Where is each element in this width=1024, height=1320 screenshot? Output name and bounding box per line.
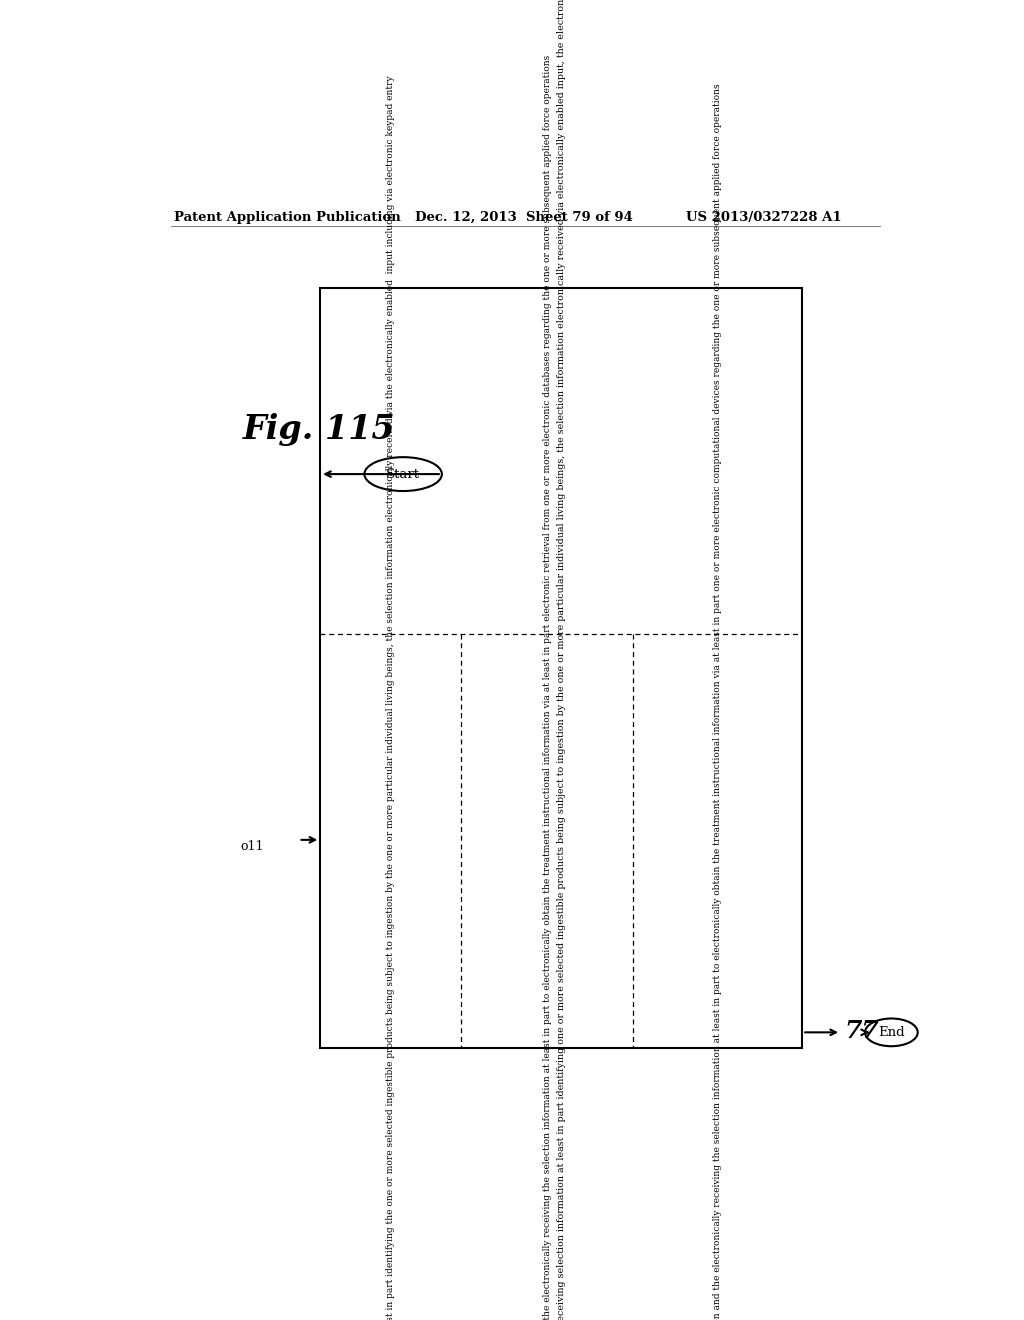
Text: o1178 the electronically receiving the user status information and the electroni: o1178 the electronically receiving the u… — [714, 83, 722, 1320]
Text: o1177 the electronically receiving the user status information and the electroni: o1177 the electronically receiving the u… — [543, 54, 552, 1320]
Bar — [321, 288, 802, 1048]
Text: Start: Start — [386, 467, 420, 480]
Text: o11: o11 — [241, 840, 264, 853]
Text: Dec. 12, 2013  Sheet 79 of 94: Dec. 12, 2013 Sheet 79 of 94 — [415, 211, 633, 224]
Text: Patent Application Publication: Patent Application Publication — [174, 211, 401, 224]
Text: Fig. 115: Fig. 115 — [243, 412, 395, 446]
Text: US 2013/0327228 A1: US 2013/0327228 A1 — [686, 211, 842, 224]
Text: electronically receiving user status information regarding one or more particula: electronically receiving user status inf… — [557, 0, 565, 1320]
Ellipse shape — [865, 1019, 918, 1047]
Text: End: End — [878, 1026, 904, 1039]
Text: o1176 electronically receiving the selection information at least in part identi: o1176 electronically receiving the selec… — [386, 75, 395, 1320]
Text: 77: 77 — [844, 1019, 879, 1043]
Ellipse shape — [365, 457, 442, 491]
